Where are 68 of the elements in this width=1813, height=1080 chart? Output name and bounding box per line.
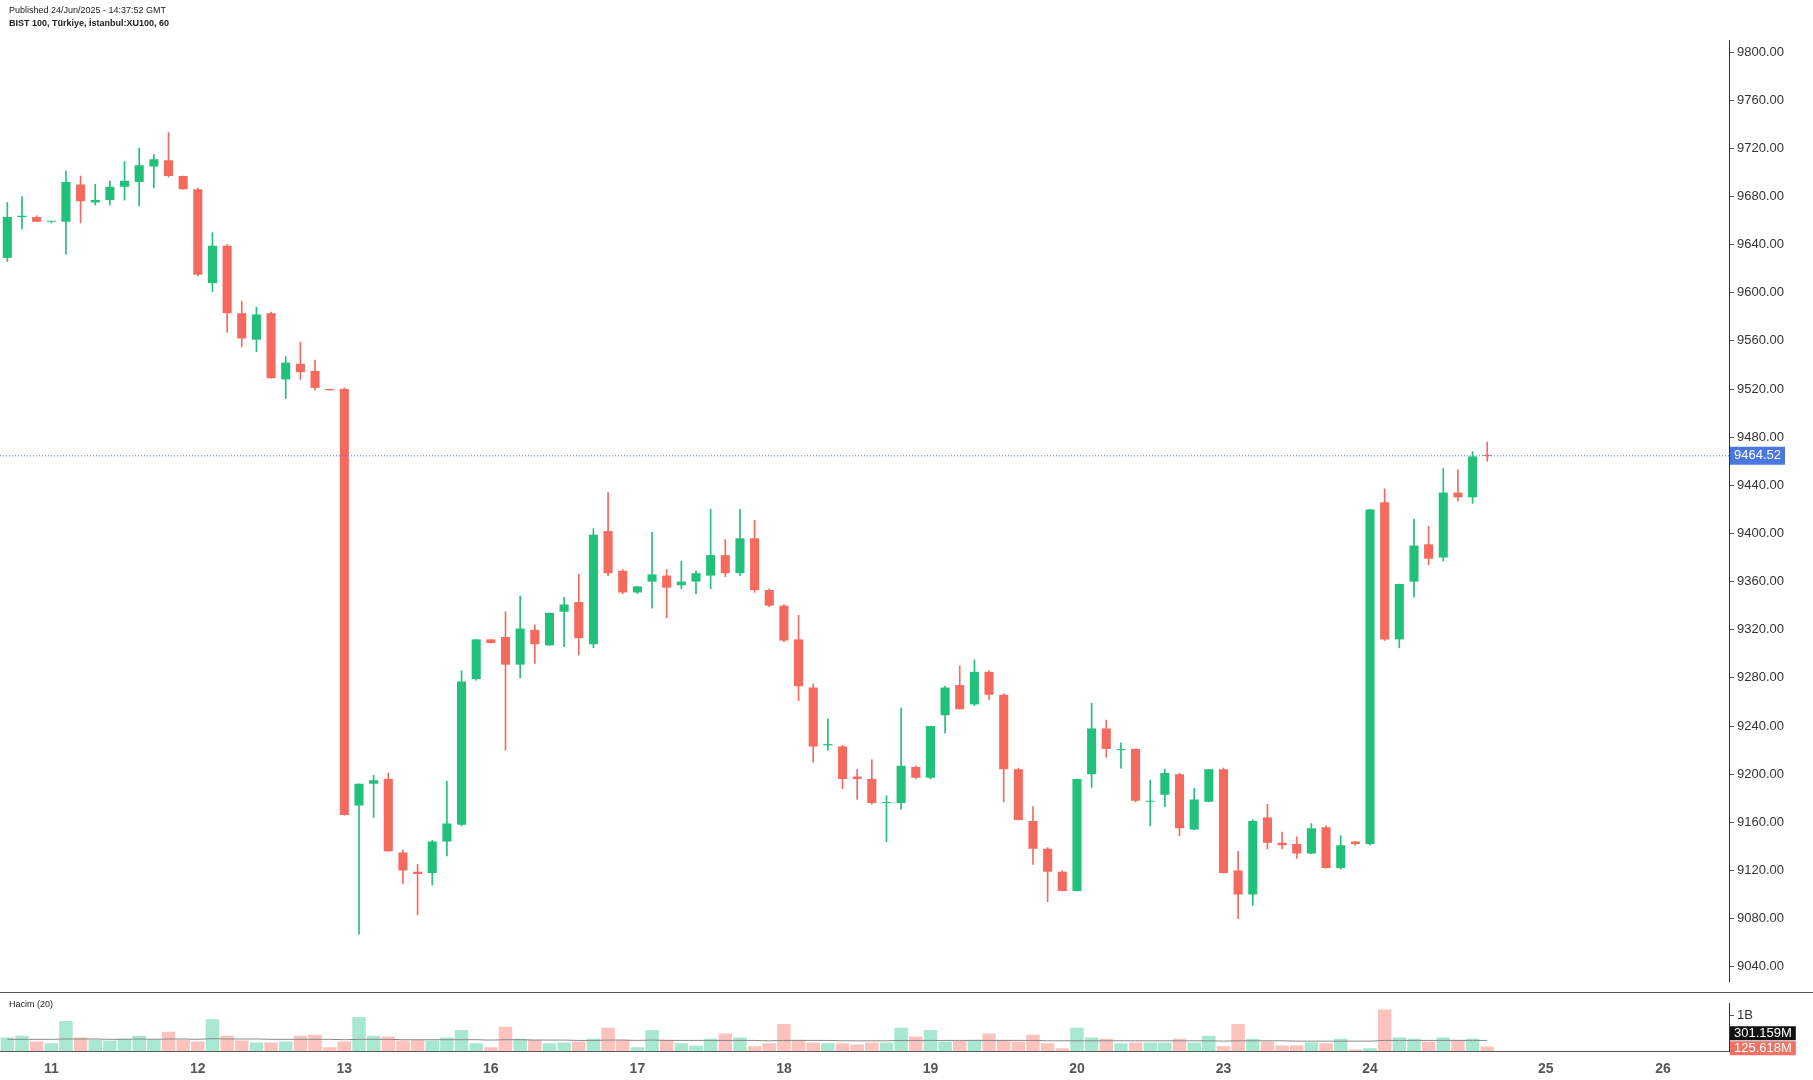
- x-tick-label: 12: [190, 1060, 206, 1077]
- x-tick-label: 18: [776, 1060, 792, 1077]
- candlestick: [17, 196, 27, 230]
- x-tick-label: 24: [1362, 1060, 1379, 1077]
- y-tick-label: 9320.00: [1737, 621, 1784, 637]
- candlestick: [1145, 779, 1155, 827]
- text: 125.618M: [1734, 1039, 1792, 1055]
- bar: [1114, 1043, 1128, 1052]
- y-tick-label: 9600.00: [1737, 284, 1784, 300]
- candlestick: [559, 596, 569, 647]
- x-tick-label: 25: [1538, 1060, 1554, 1077]
- x-tick-label: 13: [336, 1060, 353, 1077]
- y-tick-label: 9280.00: [1737, 669, 1784, 685]
- bar: [747, 1046, 762, 1052]
- bar: [821, 1043, 835, 1052]
- bar: [264, 1042, 278, 1052]
- y-tick-label: 9800.00: [1737, 43, 1784, 59]
- bar: [528, 1039, 542, 1052]
- y-tick-label: 9200.00: [1737, 765, 1784, 781]
- y-tick-label: 9560.00: [1737, 332, 1784, 348]
- candlestick: [442, 781, 452, 857]
- y-tick-label: 1B: [1737, 1006, 1753, 1022]
- candlestick: [662, 569, 672, 619]
- x-tick-label: 26: [1655, 1060, 1672, 1077]
- chart-title: Hacim (20): [9, 999, 54, 1009]
- y-tick-label: 9080.00: [1737, 910, 1784, 926]
- y-tick-label: 9720.00: [1737, 139, 1784, 155]
- candlestick: [1116, 742, 1126, 769]
- y-tick-label: 9400.00: [1737, 525, 1784, 541]
- y-tick-label: 9440.00: [1737, 476, 1784, 492]
- bar: [1055, 1048, 1070, 1052]
- candlestick: [149, 154, 159, 189]
- bar: [953, 1040, 967, 1052]
- y-tick-label: 9120.00: [1737, 862, 1784, 878]
- x-tick-label: 20: [1069, 1060, 1085, 1077]
- bar: [249, 1042, 264, 1052]
- y-tick-label: 9640.00: [1737, 236, 1784, 252]
- bar: [1128, 1042, 1143, 1052]
- x-tick-label: 23: [1215, 1060, 1232, 1077]
- ref-line-label: 9464.52: [1734, 447, 1781, 463]
- y-tick-label: 9520.00: [1737, 380, 1784, 396]
- y-tick-label: 9240.00: [1737, 717, 1784, 733]
- bar: [513, 1038, 527, 1052]
- bar: [1319, 1043, 1333, 1052]
- candlestick: [647, 531, 657, 609]
- y-tick-label: 9480.00: [1737, 428, 1784, 444]
- y-tick-label: 9680.00: [1737, 188, 1784, 204]
- text: Published 24/Jun/2025 - 14:37:52 GMT: [9, 5, 167, 15]
- bar: [1246, 1038, 1260, 1052]
- y-tick-label: 9760.00: [1737, 91, 1784, 107]
- chart-title: BIST 100, Türkiye, İstanbul:XU100, 60: [9, 18, 170, 28]
- bar: [733, 1037, 747, 1052]
- bar: [909, 1036, 923, 1052]
- bar: [572, 1041, 586, 1052]
- y-tick-label: 9360.00: [1737, 573, 1784, 589]
- x-tick-label: 19: [922, 1060, 939, 1077]
- bar: [1304, 1042, 1319, 1052]
- bar: [205, 1019, 220, 1052]
- candlestick: [354, 783, 364, 935]
- text: 301.159M: [1734, 1024, 1792, 1040]
- x-tick-label: 11: [43, 1060, 59, 1077]
- x-tick-label: 16: [483, 1060, 499, 1077]
- bar: [1451, 1039, 1465, 1052]
- y-tick-label: 9040.00: [1737, 958, 1784, 974]
- x-tick-label: 17: [629, 1060, 646, 1077]
- y-tick-label: 9160.00: [1737, 813, 1784, 829]
- bar: [1363, 1048, 1377, 1052]
- bar: [1377, 1009, 1392, 1052]
